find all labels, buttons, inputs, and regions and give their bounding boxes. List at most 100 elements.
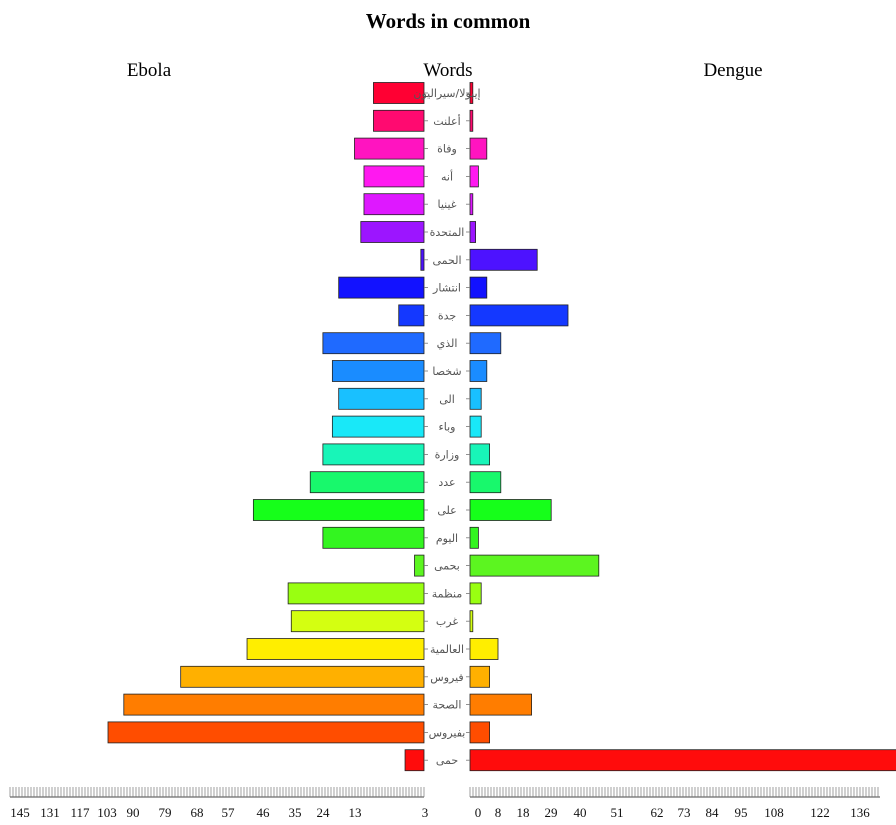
word-label: أعلنت — [433, 114, 460, 128]
word-label: حمى — [436, 754, 458, 767]
ebola-bar — [360, 221, 425, 243]
ebola-axis-tick-label: 57 — [222, 805, 236, 820]
word-label: الذي — [437, 337, 458, 350]
dengue-bar — [469, 471, 502, 494]
word-label: المتحدة — [430, 226, 465, 239]
right-header: Dengue — [703, 60, 762, 81]
left-header: Ebola — [127, 60, 172, 81]
dengue-axis-tick-label: 51 — [611, 805, 624, 820]
dengue-bar — [469, 610, 474, 633]
ebola-bar — [287, 582, 425, 605]
ebola-axis-tick-label: 3 — [422, 805, 429, 820]
ebola-axis-tick-label: 90 — [127, 805, 140, 820]
dengue-bar — [469, 721, 491, 744]
ebola-bar — [414, 554, 425, 577]
ebola-axis-tick-label: 24 — [317, 805, 331, 820]
dengue-bar — [469, 137, 488, 160]
word-label: غرب — [436, 615, 458, 628]
dengue-bar — [469, 554, 600, 577]
axes-group: 145 131 117 103 90 79 68 57 46 35 24 13 3 0 8 18 29 40 51 6… — [9, 787, 880, 820]
dengue-bar — [469, 499, 552, 521]
dengue-axis-tick-label: 29 — [545, 805, 558, 820]
ebola-bar — [354, 137, 425, 160]
ebola-bar — [398, 304, 425, 327]
word-label: الحمى — [432, 254, 461, 267]
dengue-bar — [469, 749, 896, 772]
dengue-bar — [469, 304, 569, 327]
dengue-axis-tick-label: 8 — [495, 805, 502, 820]
bars-group — [107, 82, 896, 772]
dengue-bar — [469, 332, 502, 355]
ebola-bar — [338, 387, 425, 410]
ebola-axis-tick-label: 46 — [257, 805, 271, 820]
word-label: إيبولا/سيراليون — [413, 87, 480, 100]
ebola-bar — [322, 526, 425, 549]
dengue-axis-tick-label: 84 — [706, 805, 720, 820]
dengue-bar — [469, 193, 474, 216]
ebola-bar — [322, 443, 425, 466]
ebola-axis-tick-label: 145 — [10, 805, 30, 820]
word-label: انتشار — [432, 282, 461, 295]
dengue-bar — [469, 387, 482, 410]
word-label: على — [437, 504, 456, 517]
dengue-bar — [469, 165, 479, 188]
ebola-axis-tick-label: 79 — [159, 805, 172, 820]
ebola-bar — [373, 109, 425, 132]
word-label: عدد — [438, 476, 455, 489]
dengue-bar — [469, 665, 491, 688]
ebola-bar — [420, 248, 425, 271]
ebola-axis-tick-label: 117 — [70, 805, 90, 820]
dengue-axis-tick-label: 108 — [764, 805, 784, 820]
center-header: Words — [423, 60, 472, 81]
ebola-axis-tick-label: 13 — [349, 805, 362, 820]
ebola-axis-tick-label: 103 — [97, 805, 117, 820]
ebola-bar — [338, 276, 425, 299]
word-label: فيروس — [430, 671, 463, 684]
dengue-bar — [469, 582, 482, 605]
dengue-axis-tick-label: 0 — [475, 805, 482, 820]
dengue-bar — [469, 693, 532, 716]
dengue-bar — [469, 526, 479, 549]
ebola-bar — [331, 360, 425, 382]
word-label: العالمية — [430, 643, 464, 656]
word-label: الى — [439, 393, 455, 406]
ebola-bar — [363, 193, 425, 216]
word-label: وفاة — [437, 143, 457, 156]
dengue-axis-tick-label: 62 — [651, 805, 664, 820]
dengue-axis-tick-label: 40 — [574, 805, 587, 820]
ebola-axis-tick-label: 35 — [289, 805, 302, 820]
ebola-bar — [309, 471, 425, 494]
ebola-axis-tick-label: 68 — [191, 805, 204, 820]
ebola-bar — [322, 332, 425, 355]
chart-title: Words in common — [366, 9, 531, 33]
ebola-bar — [363, 165, 425, 188]
word-label: الصحة — [433, 699, 462, 712]
dengue-bar — [469, 276, 488, 299]
word-label: بحمى — [434, 560, 460, 573]
word-label: وباء — [439, 421, 456, 434]
dengue-axis-tick-label: 18 — [517, 805, 530, 820]
dengue-bar — [469, 638, 499, 660]
dengue-axis-tick-label: 73 — [678, 805, 691, 820]
word-label: بفيروس — [429, 726, 466, 739]
ebola-bar — [180, 665, 425, 688]
ebola-bar — [252, 499, 425, 521]
dengue-axis-tick-label: 136 — [850, 805, 870, 820]
ebola-bar — [246, 638, 425, 660]
word-labels-group: إيبولا/سيراليون أعلنت وفاة أنه غينيا المتحدة ا… — [413, 87, 480, 767]
word-label: اليوم — [436, 532, 458, 545]
dengue-bar — [469, 360, 488, 382]
word-label: شخصا — [432, 365, 461, 378]
ebola-axis-tick-label: 131 — [40, 805, 60, 820]
ebola-bar — [331, 415, 425, 438]
ebola-bar — [107, 721, 425, 744]
word-label: جدة — [438, 309, 456, 322]
ebola-bar — [290, 610, 425, 633]
dengue-bar — [469, 415, 482, 438]
dengue-bar — [469, 248, 538, 271]
ebola-bar — [404, 749, 425, 772]
dengue-axis-tick-label: 95 — [735, 805, 748, 820]
word-label: منظمة — [432, 587, 463, 600]
word-label: وزارة — [435, 448, 460, 461]
